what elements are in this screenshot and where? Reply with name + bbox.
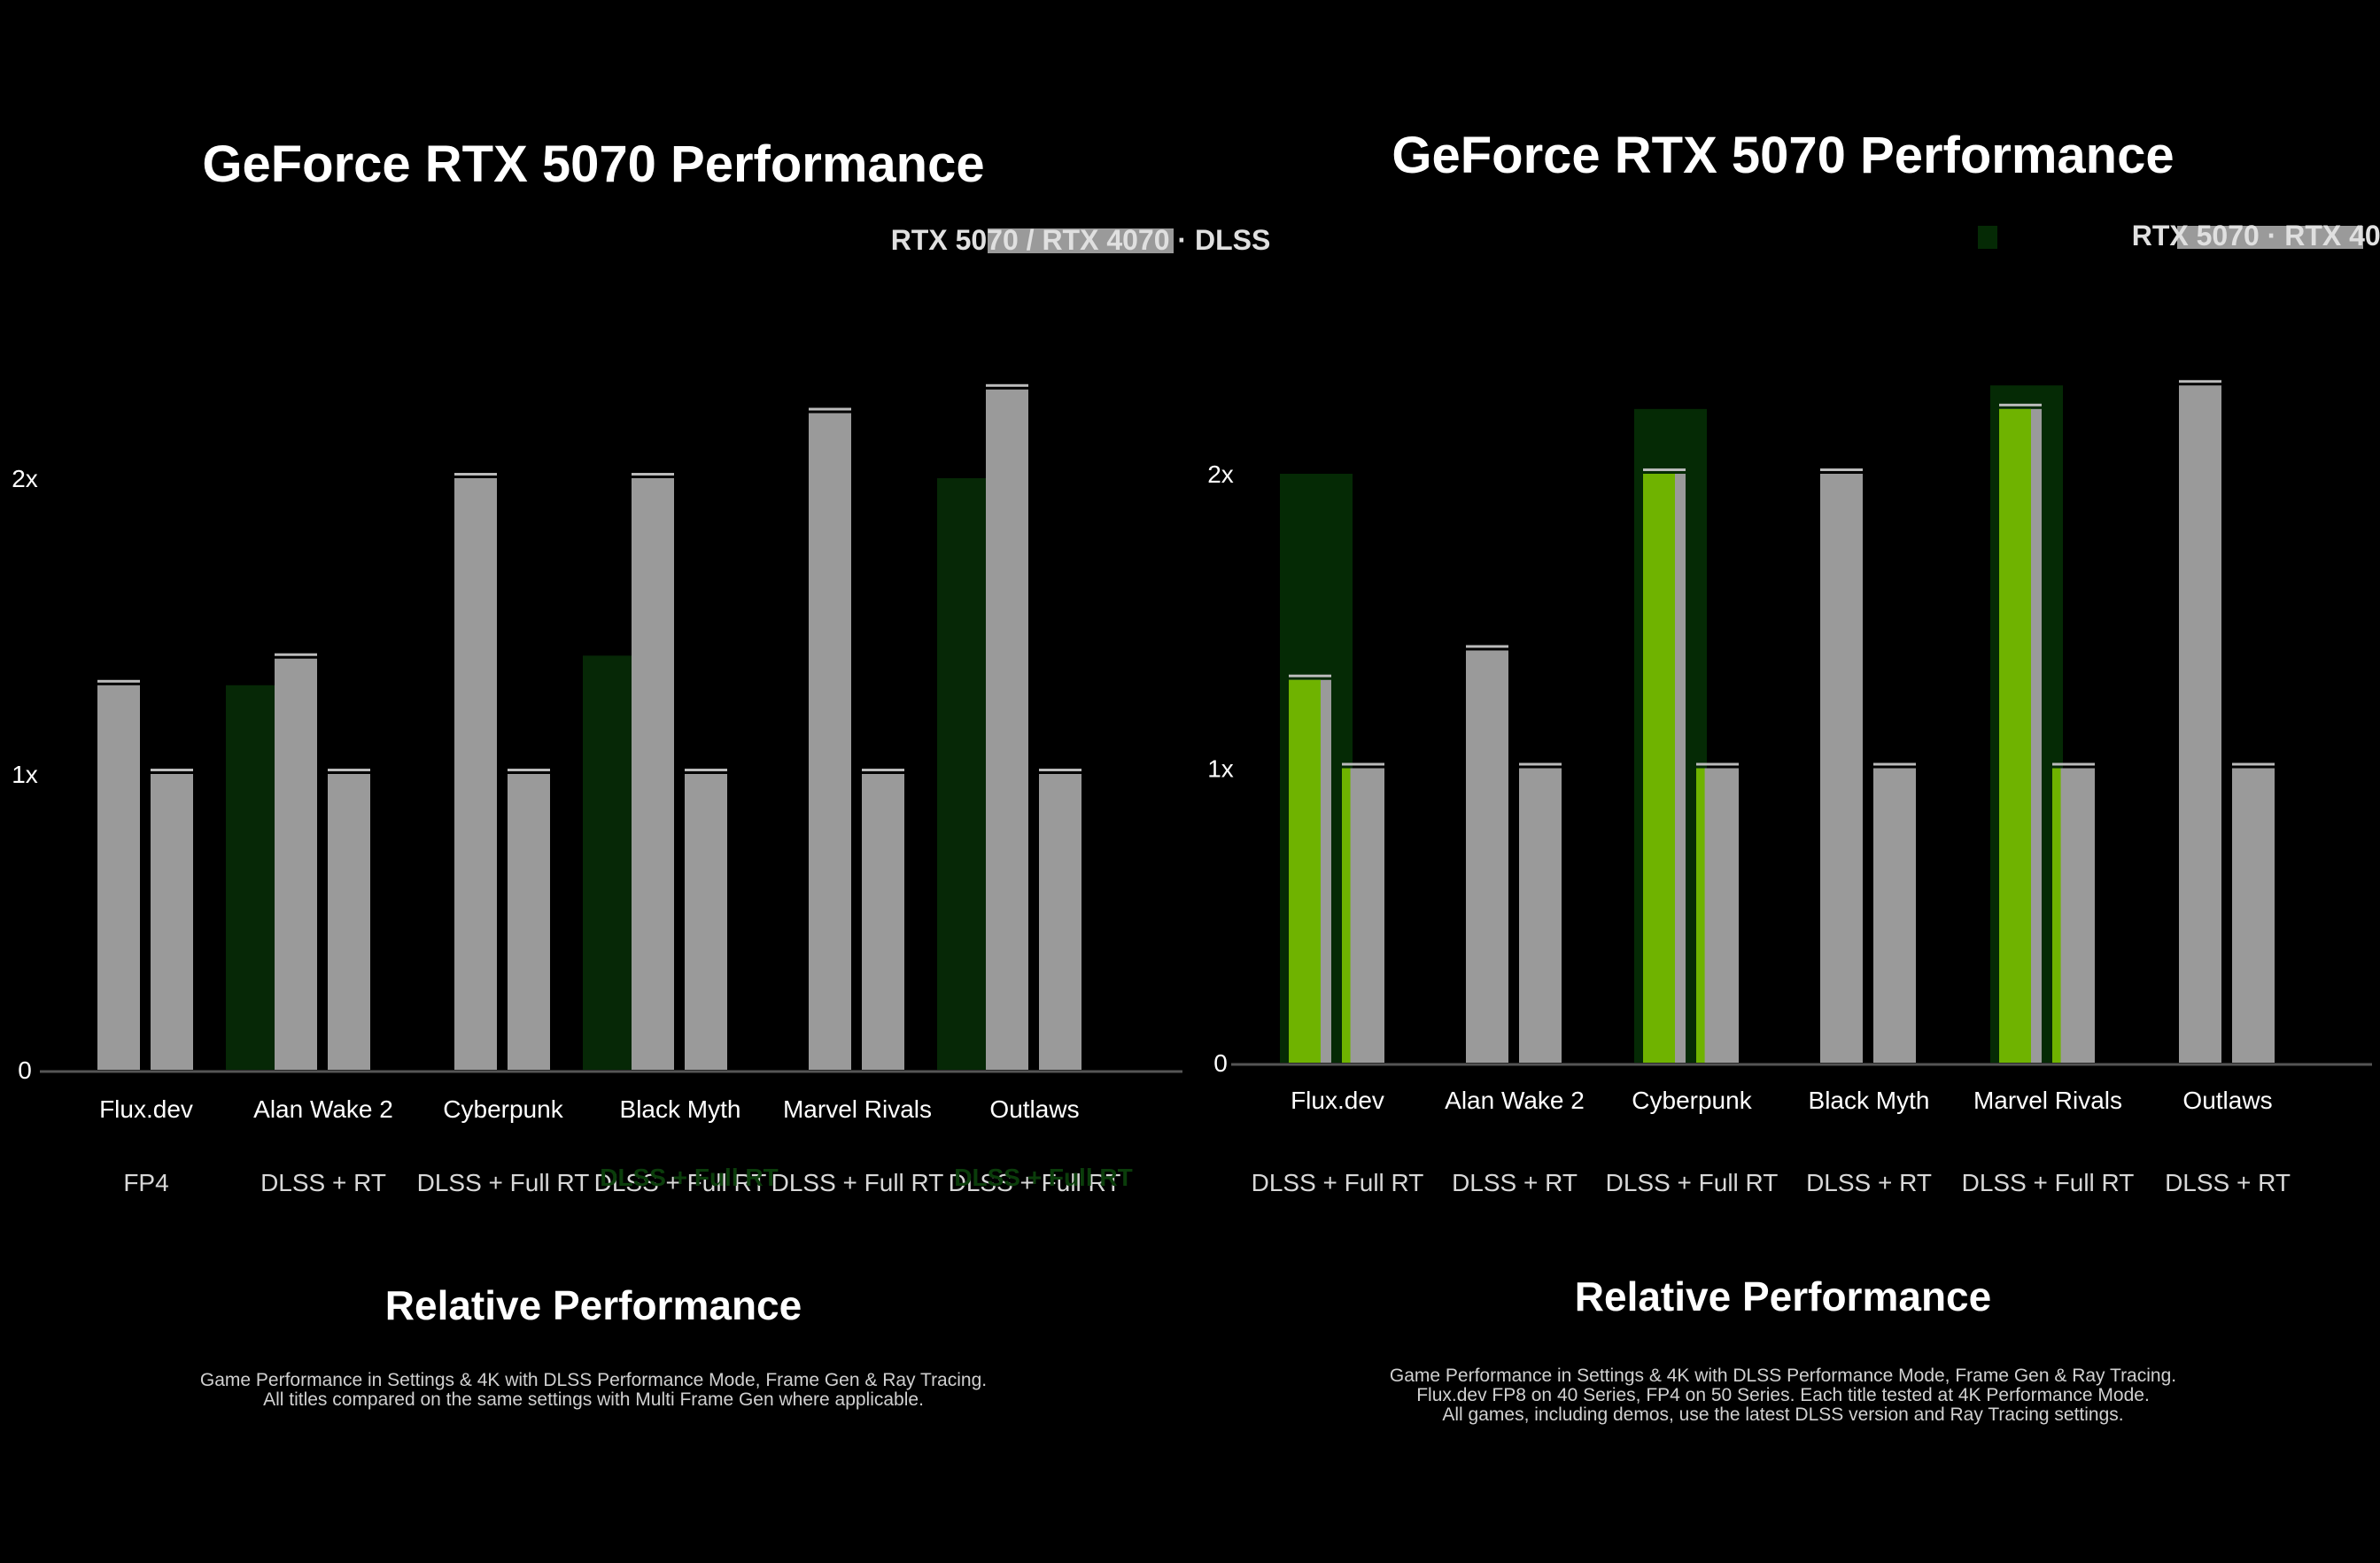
bar-s0-c2 [454, 478, 497, 1070]
lime-bar-0-1 [1342, 768, 1351, 1063]
y-tick-label-2: 2x [1207, 460, 1234, 488]
category-subtitle-4: DLSS + Full RT [771, 1169, 944, 1196]
bar-s1-c1 [1519, 768, 1562, 1063]
category-subtitle-1: DLSS + RT [260, 1169, 386, 1196]
y-tick-label-1: 1x [1207, 755, 1234, 783]
bar-cap-s0-c3 [1820, 468, 1863, 471]
bar-cap-s1-c5 [2232, 762, 2275, 766]
category-label-2: Cyberpunk [1632, 1087, 1752, 1114]
category-label-4: Marvel Rivals [783, 1095, 932, 1123]
category-label-0: Flux.dev [99, 1095, 193, 1123]
bar-cap-s1-c4 [862, 769, 904, 771]
bar-cap-s1-c1 [1519, 762, 1562, 766]
bar-cap-s0-c5 [2179, 380, 2221, 383]
bar-s0-c4 [809, 413, 851, 1070]
category-subtitle-5: DLSS + Full RT [949, 1169, 1121, 1196]
bar-cap-s0-c4 [809, 407, 851, 411]
category-subtitle-3: DLSS + RT [1806, 1169, 1932, 1196]
bar-cap-s0-c1 [275, 653, 317, 656]
category-subtitle-2: DLSS + Full RT [417, 1169, 590, 1196]
bar-s1-c3 [685, 774, 727, 1070]
bar-cap-s0-c5 [986, 383, 1028, 387]
bar-cap-s1-c3 [685, 769, 727, 771]
y-tick-label-2: 2x [12, 465, 38, 492]
lime-bar-1-0 [1643, 474, 1675, 1063]
category-label-1: Alan Wake 2 [1445, 1087, 1585, 1114]
legend-swatch-1 [2177, 226, 2363, 249]
category-label-2: Cyberpunk [443, 1095, 563, 1123]
y-tick-label-0: 0 [1213, 1049, 1228, 1077]
footnote-line-0: Game Performance in Settings & 4K with D… [200, 1370, 987, 1390]
bar-cap-s1-c4 [2052, 762, 2095, 766]
bar-s1-c4 [862, 774, 904, 1070]
category-subtitle-0: FP4 [123, 1169, 168, 1196]
category-subtitle-5: DLSS + RT [2165, 1169, 2291, 1196]
legend-label-0: RTX 5070 / RTX 4070 · DLSS [891, 224, 1271, 256]
category-label-4: Marvel Rivals [1973, 1087, 2122, 1114]
chart-title: GeForce RTX 5070 Performance [1392, 127, 2174, 184]
category-label-3: Black Myth [1809, 1087, 1930, 1114]
bar-cap-s1-c5 [1039, 769, 1081, 771]
highlight-subtitle-3: DLSS + Full RT [600, 1164, 778, 1191]
bar-cap-s0-c2 [1643, 468, 1686, 471]
bar-cap-s1-c3 [1873, 762, 1916, 766]
bar-cap-s0-c0 [97, 679, 140, 683]
legend-label-1: RTX 5070 · RTX 4070 [2132, 220, 2380, 251]
y-tick-label-0: 0 [18, 1056, 32, 1084]
category-label-0: Flux.dev [1291, 1087, 1384, 1114]
legend-swatch-0 [1978, 226, 1997, 249]
bar-s1-c2 [508, 774, 550, 1070]
category-subtitle-0: DLSS + Full RT [1252, 1169, 1424, 1196]
bar-s1-c0 [151, 774, 193, 1070]
lime-bar-2-1 [2052, 768, 2061, 1063]
category-subtitle-2: DLSS + Full RT [1606, 1169, 1779, 1196]
bar-s0-c3 [632, 478, 674, 1070]
bar-cap-s0-c2 [454, 473, 497, 476]
category-label-1: Alan Wake 2 [253, 1095, 393, 1123]
bar-cap-s0-c3 [632, 473, 674, 476]
bar-s0-c1 [275, 658, 317, 1070]
footnote-line-2: All games, including demos, use the late… [1442, 1404, 2123, 1425]
highlight-subtitle-5: DLSS + Full RT [954, 1164, 1132, 1191]
category-label-5: Outlaws [2182, 1087, 2272, 1114]
bar-s0-c5 [2179, 385, 2221, 1063]
chart-title: GeForce RTX 5070 Performance [202, 135, 984, 193]
bar-cap-s1-c2 [1696, 762, 1739, 766]
bar-s1-c1 [328, 774, 370, 1070]
chart-left: GeForce RTX 5070 Performance RTX 5070 / R… [12, 135, 1270, 1410]
bar-s1-c5 [2232, 768, 2275, 1063]
lime-bar-0-0 [1289, 679, 1321, 1063]
x-axis-label: Relative Performance [385, 1282, 802, 1328]
bar-cap-s1-c0 [151, 769, 193, 771]
bar-s0-c5 [986, 389, 1028, 1070]
footnote-line-1: Flux.dev FP8 on 40 Series, FP4 on 50 Ser… [1416, 1385, 2150, 1405]
lime-bar-2-0 [1999, 408, 2031, 1064]
bar-cap-s1-c1 [328, 769, 370, 771]
bar-s0-c3 [1820, 474, 1863, 1063]
bar-s0-c0 [97, 685, 140, 1070]
y-tick-label-1: 1x [12, 761, 38, 788]
x-axis-label: Relative Performance [1575, 1273, 1991, 1319]
bar-cap-s1-c0 [1342, 762, 1384, 766]
legend-swatch-0 [988, 228, 1174, 253]
footnote-line-0: Game Performance in Settings & 4K with D… [1390, 1366, 2176, 1386]
category-subtitle-3: DLSS + Full RT [594, 1169, 767, 1196]
bar-cap-s1-c2 [508, 769, 550, 771]
bar-s1-c3 [1873, 768, 1916, 1063]
bar-cap-s0-c1 [1466, 645, 1508, 648]
bar-s1-c5 [1039, 774, 1081, 1070]
category-subtitle-4: DLSS + Full RT [1962, 1169, 2135, 1196]
footnote-line-1: All titles compared on the same settings… [263, 1389, 924, 1410]
bar-cap-s0-c0 [1289, 674, 1331, 677]
bar-cap-s0-c4 [1999, 403, 2042, 406]
category-label-5: Outlaws [989, 1095, 1079, 1123]
chart-right: GeForce RTX 5070 Performance RTX 5070 · R… [1207, 127, 2380, 1425]
category-subtitle-1: DLSS + RT [1452, 1169, 1578, 1196]
lime-bar-1-1 [1696, 768, 1705, 1063]
category-label-3: Black Myth [620, 1095, 741, 1123]
bar-s0-c1 [1466, 650, 1508, 1063]
